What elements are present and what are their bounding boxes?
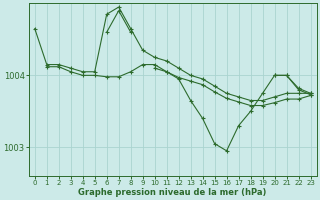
X-axis label: Graphe pression niveau de la mer (hPa): Graphe pression niveau de la mer (hPa) xyxy=(78,188,267,197)
